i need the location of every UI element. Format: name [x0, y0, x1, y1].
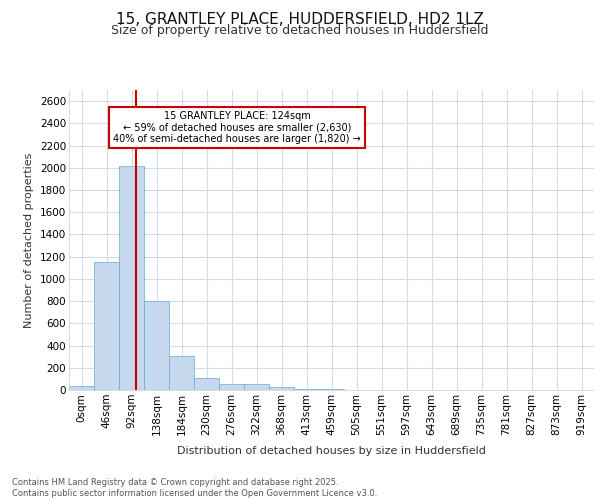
Bar [94, 262, 119, 390]
Bar [144, 301, 169, 390]
Bar [244, 384, 269, 390]
Bar [269, 386, 294, 390]
Bar [119, 166, 144, 390]
Bar [69, 386, 94, 390]
Y-axis label: Number of detached properties: Number of detached properties [25, 152, 34, 328]
Bar [194, 378, 219, 390]
Bar [169, 356, 194, 390]
X-axis label: Distribution of detached houses by size in Huddersfield: Distribution of detached houses by size … [177, 446, 486, 456]
Text: Size of property relative to detached houses in Huddersfield: Size of property relative to detached ho… [111, 24, 489, 37]
Text: Contains HM Land Registry data © Crown copyright and database right 2025.
Contai: Contains HM Land Registry data © Crown c… [12, 478, 377, 498]
Text: 15 GRANTLEY PLACE: 124sqm
← 59% of detached houses are smaller (2,630)
40% of se: 15 GRANTLEY PLACE: 124sqm ← 59% of detac… [113, 111, 361, 144]
Text: 15, GRANTLEY PLACE, HUDDERSFIELD, HD2 1LZ: 15, GRANTLEY PLACE, HUDDERSFIELD, HD2 1L… [116, 12, 484, 28]
Bar [219, 384, 244, 390]
